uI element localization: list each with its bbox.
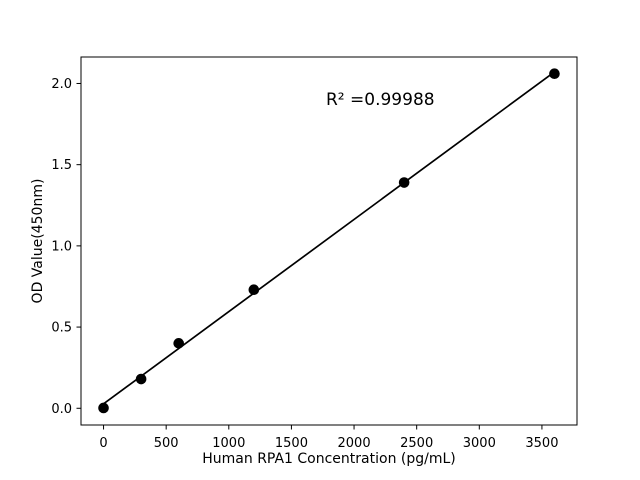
axes-spines: [80, 56, 578, 426]
data-point-marker: [549, 68, 560, 80]
data-point-marker: [248, 284, 260, 296]
y-tick-label: 1.0: [51, 239, 72, 254]
data-point-marker: [135, 373, 147, 385]
y-tick-label: 2.0: [51, 77, 72, 92]
x-tick-label: 2500: [400, 436, 433, 451]
data-point-marker: [398, 177, 410, 188]
x-tick-label: 1500: [275, 436, 308, 451]
r-squared-annotation: R² =0.99988: [326, 90, 435, 110]
data-point-marker: [98, 402, 109, 414]
x-tick-label: 2000: [338, 436, 371, 451]
x-tick-label: 500: [154, 436, 179, 451]
x-axis-label: Human RPA1 Concentration (pg/mL): [202, 451, 456, 467]
x-tick-label: 3500: [525, 436, 558, 451]
y-tick-label: 0.0: [51, 402, 72, 417]
data-point-marker: [173, 338, 184, 349]
fit-line: [102, 71, 556, 405]
x-tick-label: 0: [99, 436, 107, 451]
y-tick-label: 1.5: [51, 158, 72, 173]
y-tick-label: 0.5: [51, 321, 72, 336]
x-tick-label: 1000: [212, 436, 245, 451]
x-tick-label: 3000: [463, 436, 496, 451]
y-axis-label: OD Value(450nm): [30, 178, 46, 304]
